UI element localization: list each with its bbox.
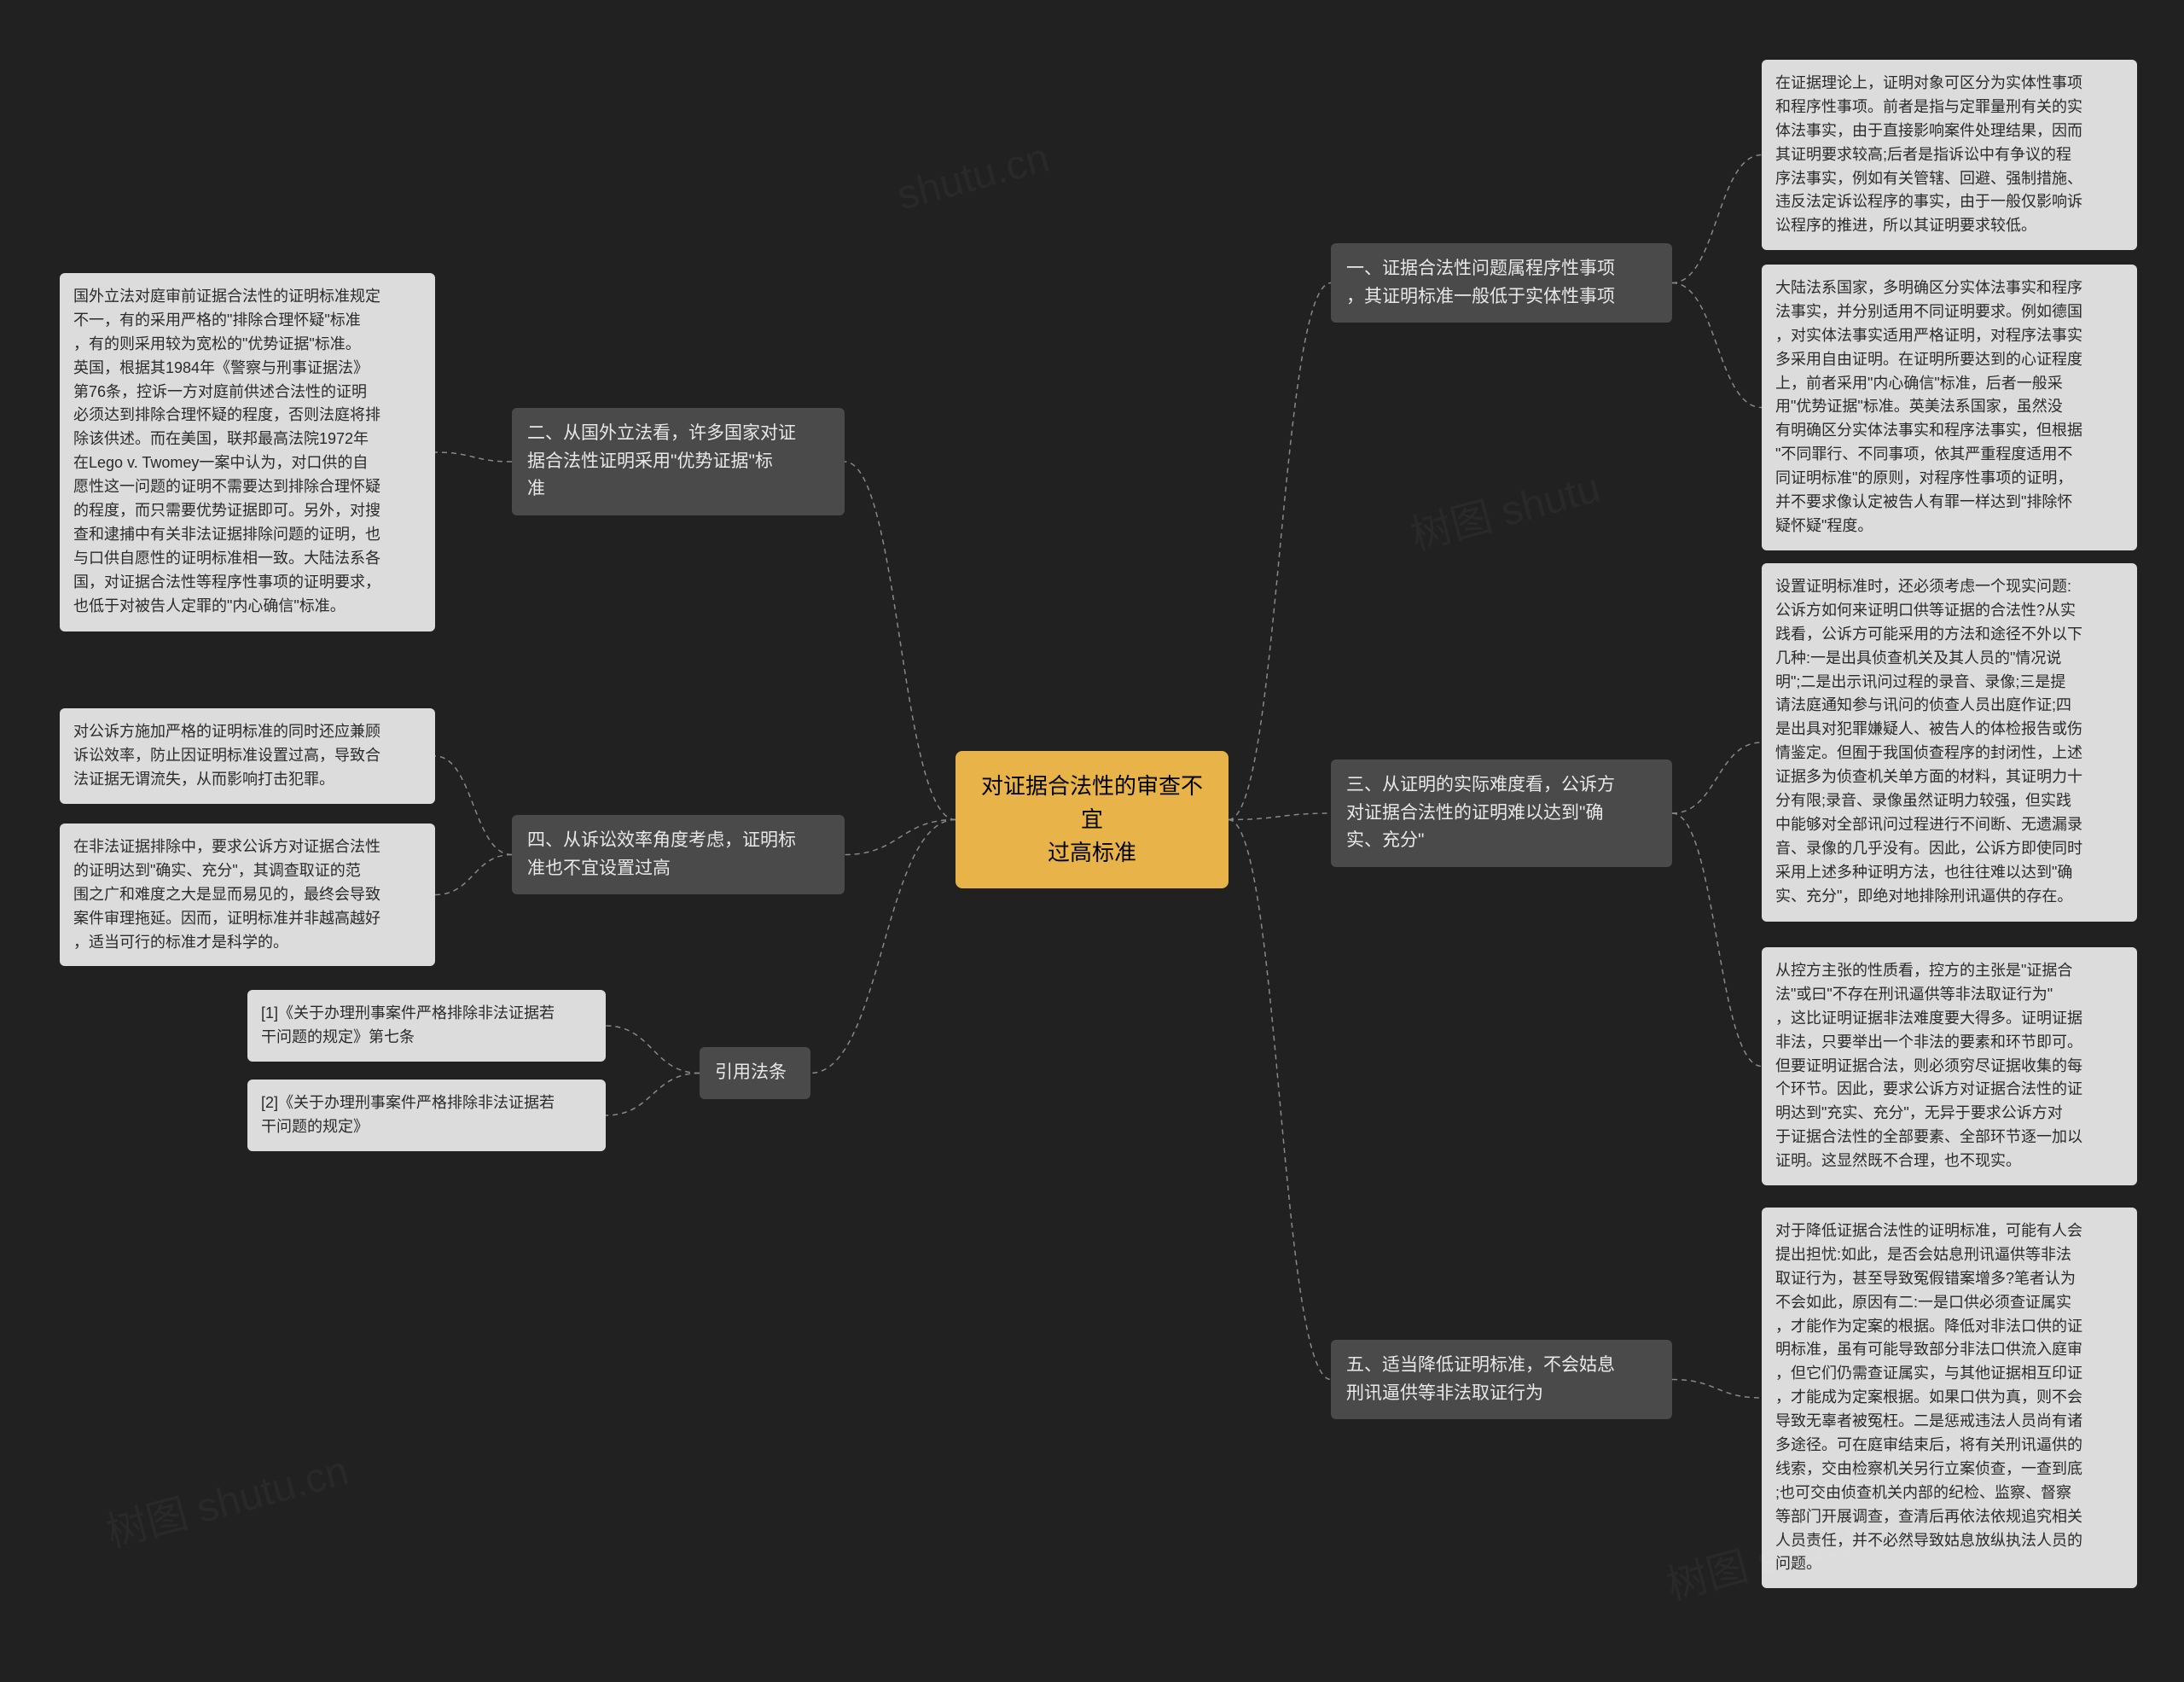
node-text: 对公诉方施加严格的证明标准的同时还应兼顾诉讼效率，防止因证明标准设置过高，导致合… — [73, 723, 380, 788]
node-text: 对证据合法性的审查不宜过高标准 — [981, 773, 1203, 865]
mindmap-node-l1b: 大陆法系国家，多明确区分实体法事实和程序法事实，并分别适用不同证明要求。例如德国… — [1762, 265, 2137, 550]
mindmap-node-root: 对证据合法性的审查不宜过高标准 — [956, 751, 1228, 888]
node-text: [2]《关于办理刑事案件严格排除非法证据若干问题的规定》 — [261, 1094, 555, 1135]
mindmap-node-b4: 四、从诉讼效率角度考虑，证明标准也不宜设置过高 — [512, 815, 845, 894]
connector — [435, 756, 512, 855]
mindmap-node-l6a: [1]《关于办理刑事案件严格排除非法证据若干问题的规定》第七条 — [247, 990, 606, 1062]
connector — [1228, 820, 1331, 1380]
mindmap-node-l1a: 在证据理论上，证明对象可区分为实体性事项和程序性事项。前者是指与定罪量刑有关的实… — [1762, 60, 2137, 250]
node-text: 四、从诉讼效率角度考虑，证明标准也不宜设置过高 — [527, 830, 796, 878]
mindmap-node-l4a: 对公诉方施加严格的证明标准的同时还应兼顾诉讼效率，防止因证明标准设置过高，导致合… — [60, 708, 435, 804]
watermark: 树图 shutu — [1403, 454, 1606, 562]
connector — [606, 1026, 700, 1074]
node-text: 在非法证据排除中，要求公诉方对证据合法性的证明达到"确实、充分"，其调查取证的范… — [73, 838, 380, 951]
node-text: 设置证明标准时，还必须考虑一个现实问题:公诉方如何来证明口供等证据的合法性?从实… — [1775, 578, 2082, 905]
connector — [1672, 1380, 1762, 1399]
node-text: 在证据理论上，证明对象可区分为实体性事项和程序性事项。前者是指与定罪量刑有关的实… — [1775, 74, 2082, 234]
mindmap-node-b1: 一、证据合法性问题属程序性事项，其证明标准一般低于实体性事项 — [1331, 243, 1672, 323]
watermark: shutu.cn — [892, 134, 1054, 219]
connector — [435, 452, 512, 462]
mindmap-node-l5a: 对于降低证据合法性的证明标准，可能有人会提出担忧:如此，是否会姑息刑讯逼供等非法… — [1762, 1208, 2137, 1588]
connector — [1228, 813, 1331, 820]
mindmap-node-l3a: 设置证明标准时，还必须考虑一个现实问题:公诉方如何来证明口供等证据的合法性?从实… — [1762, 563, 2137, 922]
node-text: 大陆法系国家，多明确区分实体法事实和程序法事实，并分别适用不同证明要求。例如德国… — [1775, 279, 2082, 534]
node-text: 引用法条 — [715, 1062, 787, 1082]
mindmap-node-l6b: [2]《关于办理刑事案件严格排除非法证据若干问题的规定》 — [247, 1080, 606, 1151]
node-text: 对于降低证据合法性的证明标准，可能有人会提出担忧:如此，是否会姑息刑讯逼供等非法… — [1775, 1222, 2082, 1572]
connector — [1672, 742, 1762, 813]
node-text: 一、证据合法性问题属程序性事项，其证明标准一般低于实体性事项 — [1346, 259, 1615, 306]
connector — [1672, 813, 1762, 1067]
mindmap-node-l4b: 在非法证据排除中，要求公诉方对证据合法性的证明达到"确实、充分"，其调查取证的范… — [60, 824, 435, 966]
connector — [1672, 155, 1762, 283]
mindmap-node-b6: 引用法条 — [700, 1047, 810, 1099]
node-text: [1]《关于办理刑事案件严格排除非法证据若干问题的规定》第七条 — [261, 1004, 555, 1045]
node-text: 三、从证明的实际难度看，公诉方对证据合法性的证明难以达到"确实、充分" — [1346, 775, 1615, 850]
connector — [845, 462, 956, 820]
mindmap-node-b3: 三、从证明的实际难度看，公诉方对证据合法性的证明难以达到"确实、充分" — [1331, 760, 1672, 867]
node-text: 五、适当降低证明标准，不会姑息刑讯逼供等非法取证行为 — [1346, 1355, 1615, 1403]
connector — [1228, 283, 1331, 820]
connector — [1672, 283, 1762, 408]
mindmap-node-b2: 二、从国外立法看，许多国家对证据合法性证明采用"优势证据"标准 — [512, 408, 845, 515]
connector — [606, 1074, 700, 1116]
connector — [435, 855, 512, 895]
node-text: 国外立法对庭审前证据合法性的证明标准规定不一，有的采用严格的"排除合理怀疑"标准… — [73, 288, 380, 614]
watermark: 树图 shutu.cn — [99, 1437, 354, 1559]
mindmap-node-l2a: 国外立法对庭审前证据合法性的证明标准规定不一，有的采用严格的"排除合理怀疑"标准… — [60, 273, 435, 631]
mindmap-node-l3b: 从控方主张的性质看，控方的主张是"证据合法"或曰"不存在刑讯逼供等非法取证行为"… — [1762, 947, 2137, 1185]
mindmap-node-b5: 五、适当降低证明标准，不会姑息刑讯逼供等非法取证行为 — [1331, 1340, 1672, 1419]
node-text: 二、从国外立法看，许多国家对证据合法性证明采用"优势证据"标准 — [527, 423, 796, 498]
connector — [845, 820, 956, 855]
node-text: 从控方主张的性质看，控方的主张是"证据合法"或曰"不存在刑讯逼供等非法取证行为"… — [1775, 962, 2082, 1169]
